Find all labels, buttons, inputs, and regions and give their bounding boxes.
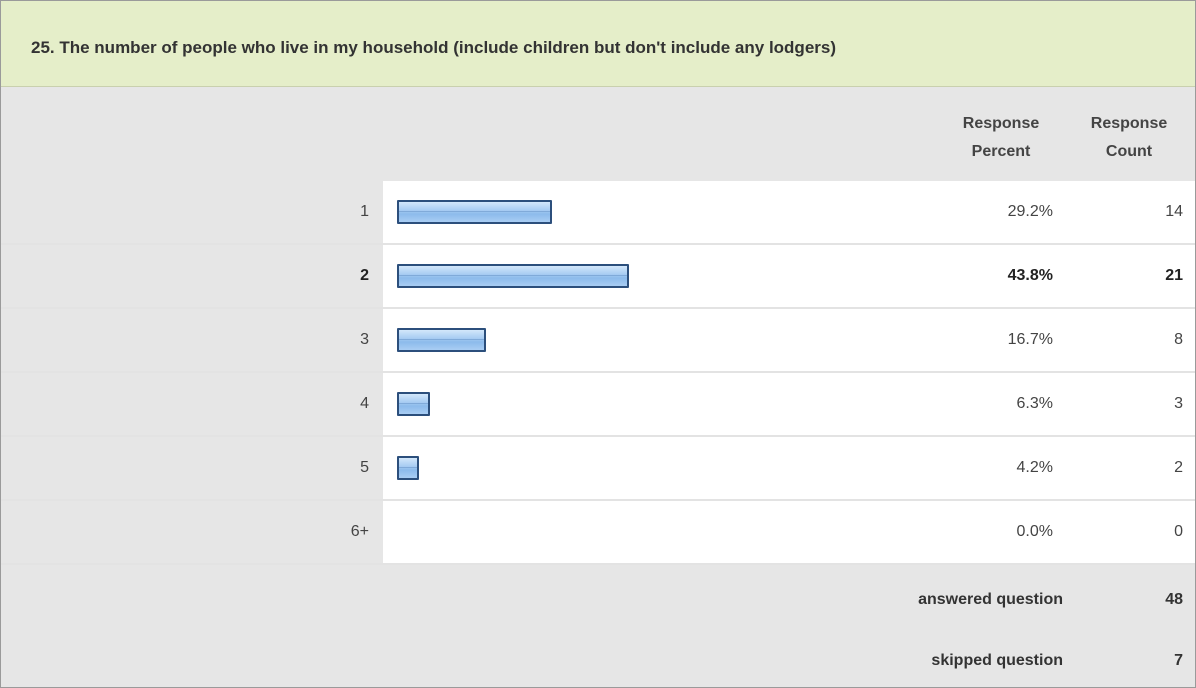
response-count-value: 3 [1174, 395, 1183, 412]
answered-question-label: answered question [918, 591, 1063, 608]
column-header-row: Response Percent Response Count [1, 88, 1195, 181]
response-percent-header: Response Percent [941, 110, 1061, 166]
answered-question-value: 48 [1165, 591, 1183, 608]
response-bar [397, 328, 486, 352]
skipped-question-label: skipped question [931, 652, 1063, 669]
response-percent-value: 16.7% [1007, 331, 1053, 348]
row-category-label: 5 [360, 459, 369, 476]
response-count-value: 21 [1165, 267, 1183, 284]
table-row: 4 6.3% 3 [1, 373, 1195, 437]
table-row: 3 16.7% 8 [1, 309, 1195, 373]
response-count-value: 0 [1174, 523, 1183, 540]
response-count-header-line1: Response [1090, 115, 1168, 132]
row-category-label: 4 [360, 395, 369, 412]
response-count-header-line2: Count [1105, 143, 1153, 160]
row-bar-cell: 4.2% 2 [383, 437, 1195, 499]
row-category-label: 6+ [350, 523, 369, 540]
response-percent-header-line1: Response [962, 115, 1040, 132]
row-bar-cell: 29.2% 14 [383, 181, 1195, 243]
row-bar-cell: 16.7% 8 [383, 309, 1195, 371]
question-header: 25. The number of people who live in my … [1, 1, 1195, 87]
response-summary: answered question 48 skipped question 7 [1, 567, 1195, 687]
response-percent-value: 6.3% [1016, 395, 1053, 412]
response-percent-value: 4.2% [1016, 459, 1053, 476]
table-row: 6+ 0.0% 0 [1, 501, 1195, 565]
response-percent-value: 29.2% [1007, 203, 1053, 220]
row-bar-cell: 6.3% 3 [383, 373, 1195, 435]
table-row: 5 4.2% 2 [1, 437, 1195, 501]
response-bar [397, 456, 419, 480]
row-category-label: 1 [360, 203, 369, 220]
response-count-value: 8 [1174, 331, 1183, 348]
response-percent-header-line2: Percent [971, 143, 1031, 160]
response-percent-value: 0.0% [1016, 523, 1053, 540]
row-bar-cell: 43.8% 21 [383, 245, 1195, 307]
response-count-value: 2 [1174, 459, 1183, 476]
response-bar [397, 200, 552, 224]
response-rows: 1 29.2% 14 2 43.8% 21 3 16.7% 8 4 6.3% 3 5 4.2% 2 6+ 0.0… [1, 181, 1195, 565]
table-row: 1 29.2% 14 [1, 181, 1195, 245]
row-category-label: 3 [360, 331, 369, 348]
response-bar [397, 264, 629, 288]
response-bar [397, 392, 430, 416]
response-count-value: 14 [1165, 203, 1183, 220]
row-category-label: 2 [360, 267, 369, 284]
response-percent-value: 43.8% [1007, 267, 1053, 284]
table-row: 2 43.8% 21 [1, 245, 1195, 309]
row-bar-cell: 0.0% 0 [383, 501, 1195, 563]
skipped-question-value: 7 [1174, 652, 1183, 669]
question-title: 25. The number of people who live in my … [31, 38, 837, 57]
response-count-header: Response Count [1069, 110, 1189, 166]
